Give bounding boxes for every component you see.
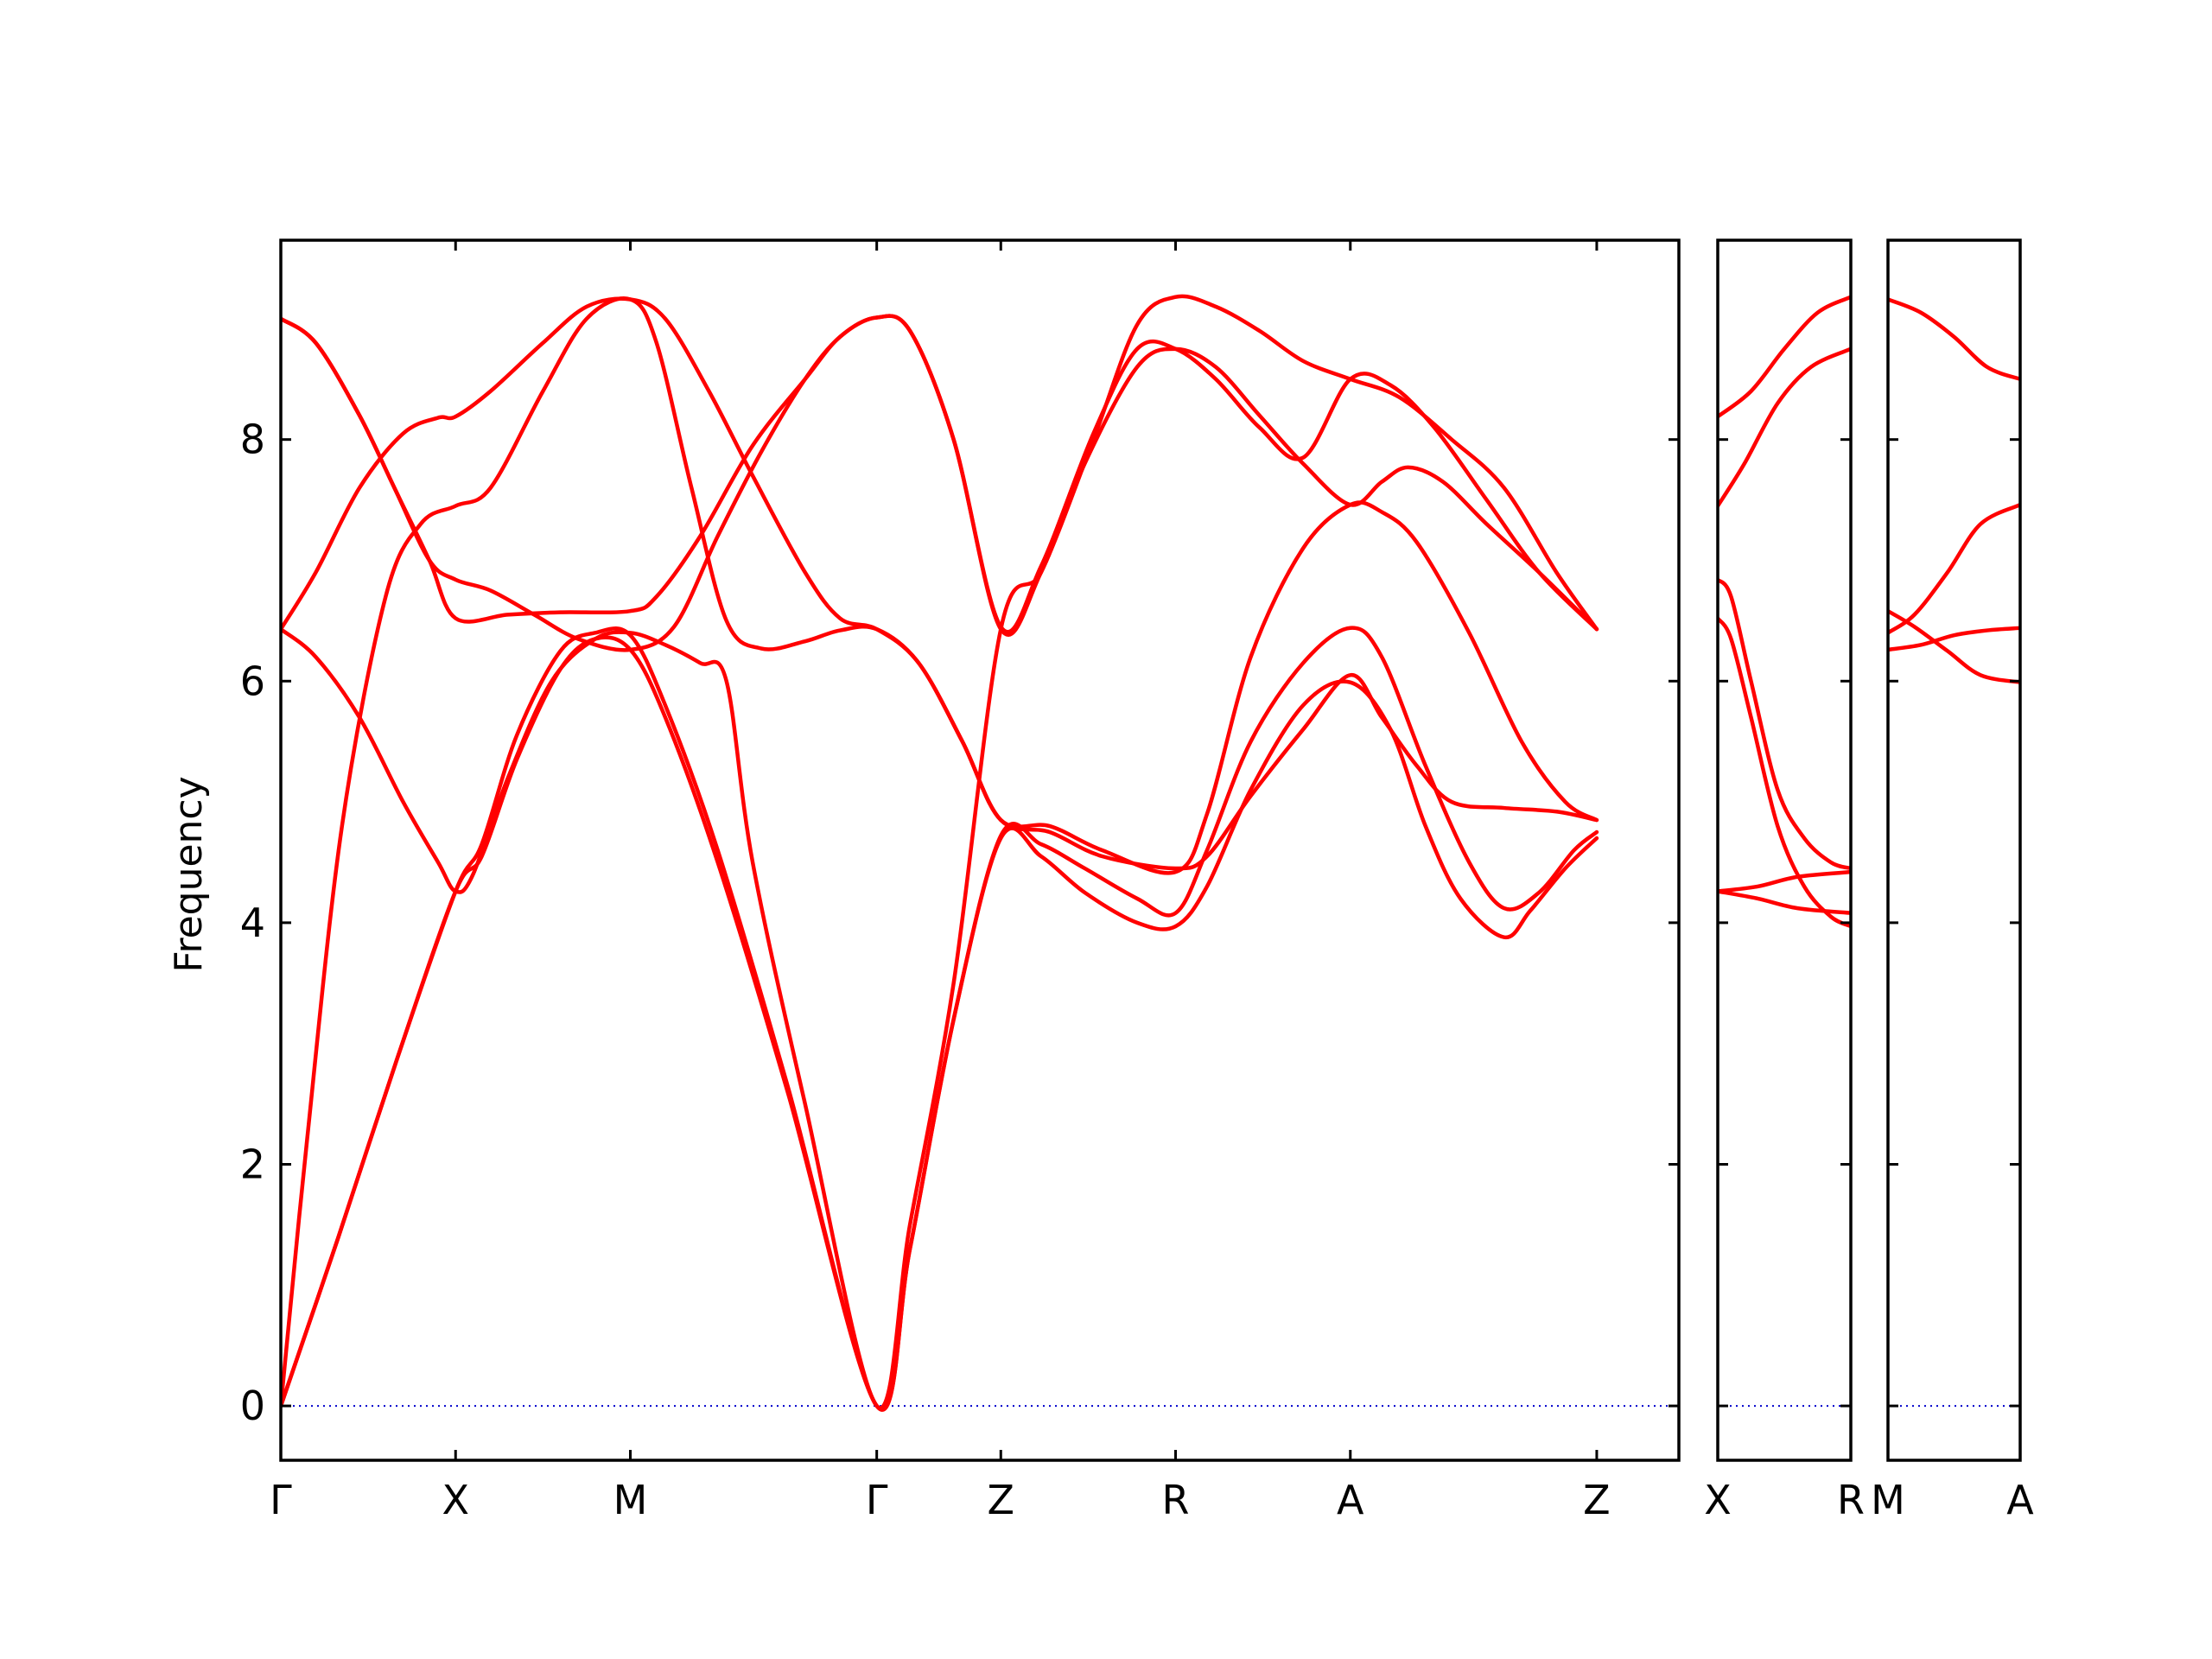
band-line-2	[1888, 502, 2020, 635]
x-tick-label: Γ	[270, 1477, 292, 1523]
band-group	[281, 294, 1599, 1412]
x-tick-label: X	[442, 1477, 469, 1523]
x-tick-label: A	[1337, 1477, 1364, 1523]
band-line-1	[1888, 297, 2020, 382]
x-tick-label: R	[1837, 1477, 1865, 1523]
y-tick-label: 8	[240, 416, 265, 463]
band-line-6	[281, 294, 1599, 652]
x-tick-label: X	[1704, 1477, 1732, 1523]
x-tick-label: A	[2006, 1477, 2034, 1523]
x-tick-label: M	[1871, 1477, 1905, 1523]
band-line-1	[281, 635, 1599, 1412]
band-line-4	[1888, 626, 2020, 652]
band-line-3	[1888, 608, 2020, 684]
axes-frame	[1886, 238, 2022, 1462]
band-line-1	[1718, 295, 1851, 419]
y-tick-label: 2	[240, 1141, 265, 1187]
x-tick-label: M	[613, 1477, 648, 1523]
x-tick-label: Z	[1583, 1477, 1611, 1523]
y-axis-label: Frequency	[167, 776, 211, 972]
band-line-2	[1718, 346, 1851, 508]
x-tick-label: Γ	[866, 1477, 888, 1523]
band-group	[1888, 297, 2020, 684]
band-line-7	[281, 314, 1599, 634]
band-line-6	[1718, 889, 1851, 915]
x-tick-label: R	[1162, 1477, 1190, 1523]
x-tick-label: Z	[988, 1477, 1015, 1523]
y-tick-label: 0	[240, 1382, 265, 1429]
band-group	[1718, 295, 1851, 929]
band-line-2	[281, 626, 1599, 1412]
band-line-5	[281, 296, 1599, 871]
band-line-4	[1718, 616, 1851, 929]
band-line-3	[1718, 577, 1851, 871]
band-line-4	[281, 346, 1599, 1410]
axes-frame	[279, 238, 1681, 1462]
panel-main: 0 2 4 6 8 Γ X M Γ Z R A Z	[240, 238, 1681, 1523]
band-line-5	[1718, 869, 1851, 893]
axes-frame	[1716, 238, 1853, 1462]
y-tick-label: 4	[240, 899, 265, 946]
y-tick-label: 6	[240, 658, 265, 704]
